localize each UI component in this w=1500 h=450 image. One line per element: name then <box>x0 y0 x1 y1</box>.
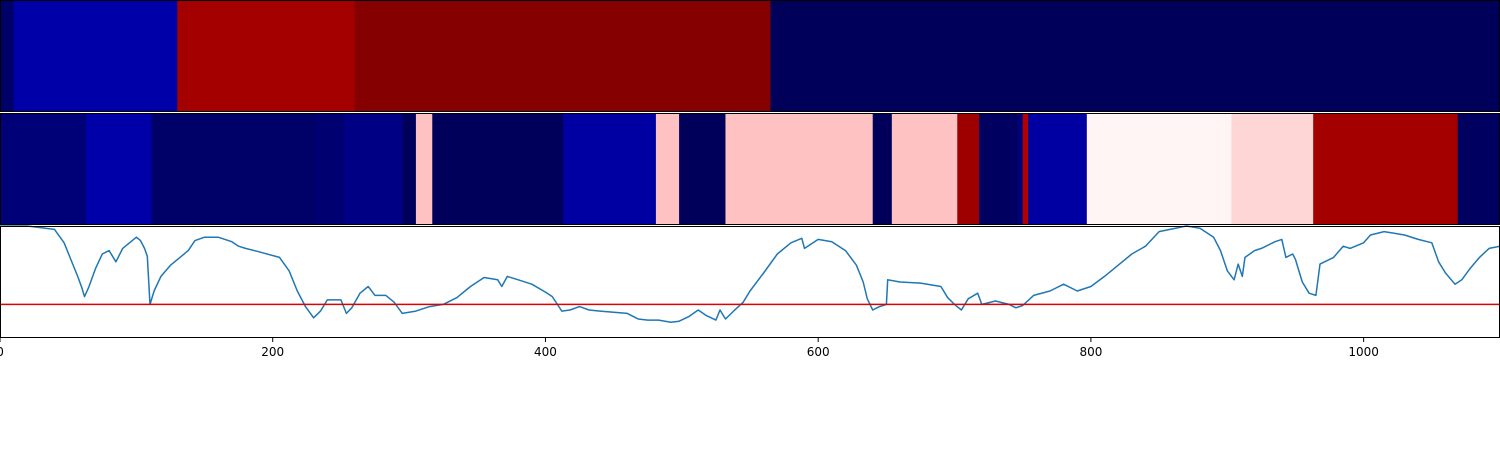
heatmap-2-segment <box>85 113 152 225</box>
heatmap-2-segment <box>725 113 874 225</box>
heatmap-2-segment <box>402 113 417 225</box>
x-tick-label: 400 <box>534 345 557 359</box>
x-tick-label: 0 <box>0 345 4 359</box>
heatmap-1-segment <box>0 0 15 112</box>
heatmap-2-segment <box>151 113 316 225</box>
heatmap-2-segment <box>1028 113 1088 225</box>
heatmap-2-segment <box>1457 113 1500 225</box>
x-tick-label: 1000 <box>1348 345 1379 359</box>
heatmap-2-segment <box>563 113 657 225</box>
heatmap-2-segment <box>957 113 980 225</box>
x-axis: 0 200 400 600 800 1000 <box>0 338 1379 359</box>
heatmap-2-segment <box>655 113 680 225</box>
heatmap-2-segment <box>0 113 87 225</box>
x-tick-label: 200 <box>261 345 284 359</box>
heatmap-2-segment <box>891 113 958 225</box>
heatmap-2-segment <box>315 113 345 225</box>
heatmap-2-segment <box>432 113 564 225</box>
heatmap-2-segment <box>1022 113 1029 225</box>
heatmap-panel-2 <box>0 113 1500 225</box>
x-tick-label: 600 <box>807 345 830 359</box>
heatmap-1-segment <box>770 0 1500 112</box>
heatmap-2-segment <box>1017 113 1024 225</box>
heatmap-panel-1 <box>0 0 1500 112</box>
heatmap-1-segment <box>13 0 178 112</box>
heatmap-2-segment <box>1231 113 1314 225</box>
series-line <box>0 225 1500 324</box>
heatmap-1-segment <box>354 0 771 112</box>
x-tick-label: 800 <box>1079 345 1102 359</box>
heatmap-2-segment <box>679 113 726 225</box>
heatmap-2-segment <box>415 113 433 225</box>
heatmap-2-segment <box>1313 113 1459 225</box>
heatmap-1-segment <box>177 0 356 112</box>
line-panel-background <box>0 226 1500 338</box>
heatmap-2-segment <box>343 113 403 225</box>
heatmap-2-segment <box>872 113 893 225</box>
heatmap-2-segment <box>1086 113 1232 225</box>
line-panel <box>0 225 1500 338</box>
heatmap-2-segment <box>979 113 1018 225</box>
